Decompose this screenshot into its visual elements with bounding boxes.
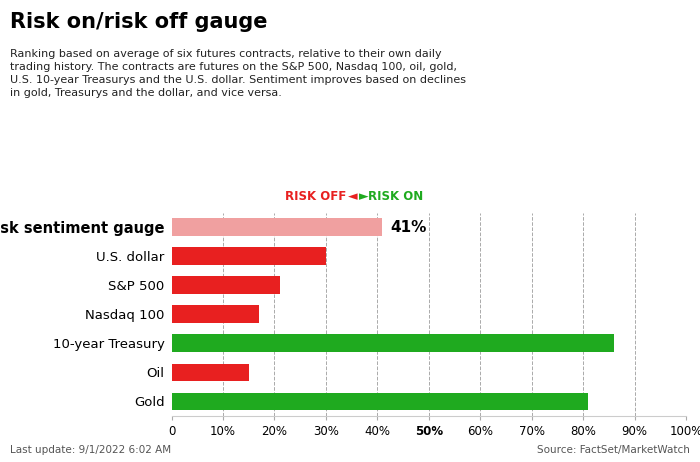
Text: Last update: 9/1/2022 6:02 AM: Last update: 9/1/2022 6:02 AM xyxy=(10,445,171,455)
Text: ►: ► xyxy=(359,190,369,203)
Bar xyxy=(172,393,588,410)
Text: Ranking based on average of six futures contracts, relative to their own daily
t: Ranking based on average of six futures … xyxy=(10,49,466,98)
Bar xyxy=(172,276,279,294)
Text: ◄: ◄ xyxy=(348,190,358,203)
Bar xyxy=(172,364,248,381)
Bar xyxy=(172,305,259,323)
Text: Risk on/risk off gauge: Risk on/risk off gauge xyxy=(10,12,267,31)
Text: Source: FactSet/MarketWatch: Source: FactSet/MarketWatch xyxy=(538,445,690,455)
Text: RISK OFF: RISK OFF xyxy=(286,190,346,203)
Text: 41%: 41% xyxy=(390,219,426,235)
Text: RISK ON: RISK ON xyxy=(368,190,423,203)
Bar xyxy=(172,247,326,265)
Bar xyxy=(172,219,382,236)
Bar xyxy=(172,334,614,352)
